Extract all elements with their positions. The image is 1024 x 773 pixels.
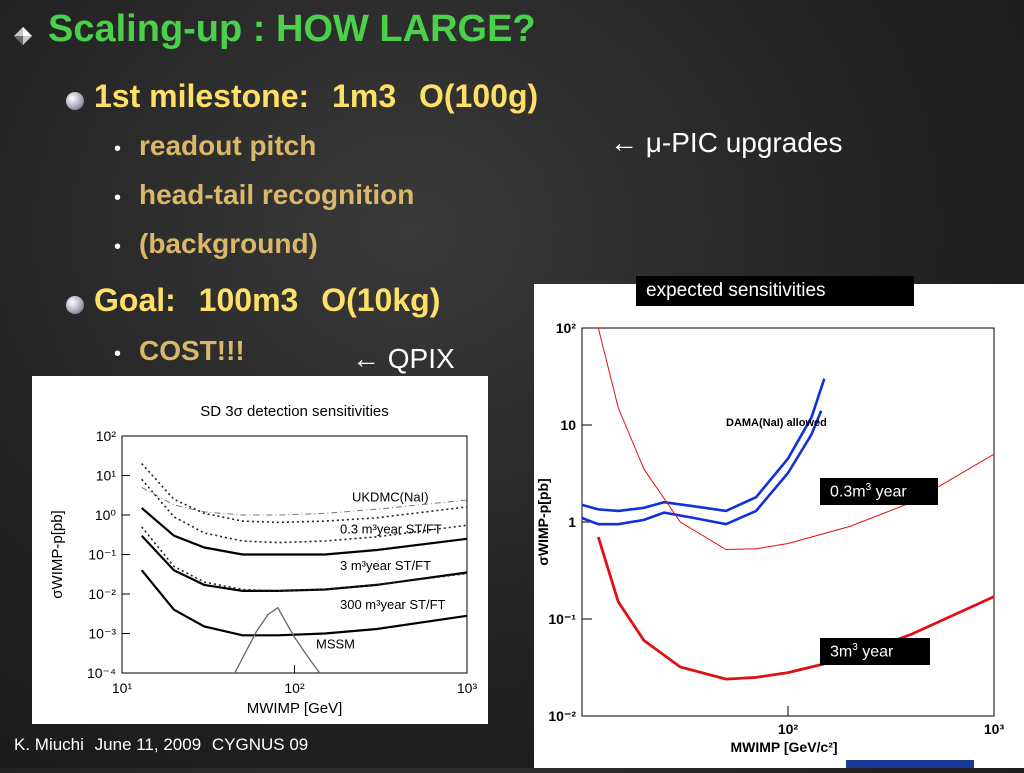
series-line — [581, 378, 826, 513]
x-axis-label: MWIMP [GeV/c²] — [730, 739, 837, 755]
y-tick-label: 10⁻² — [548, 708, 576, 724]
right-chart-panel: 10² 10 1 10⁻¹ 10⁻² 10² 10³ MWIMP [GeV/c²] σWIMP-… — [534, 284, 1024, 768]
x-axis-label: MWIMP [GeV] — [247, 700, 343, 717]
left-chart-panel: SD 3σ detection sensitivities 10² 10¹ 10⁰ 10… — [32, 376, 488, 724]
chart-annotation: MSSM — [316, 636, 355, 651]
chart-annotation: 0.3 m³year ST/FT — [340, 522, 442, 537]
ball-bullet-icon — [66, 296, 84, 314]
y-tick-label: 10² — [556, 320, 577, 336]
y-tick-label: 10² — [96, 428, 117, 444]
y-tick-label: 10⁻⁴ — [87, 665, 116, 681]
bullet-dot-icon: • — [114, 138, 122, 160]
bullet-dot-icon: • — [114, 343, 122, 365]
milestone-item-2: head-tail recognition — [139, 179, 415, 210]
y-tick-label: 10⁻³ — [88, 626, 116, 642]
bullet-dot-icon: • — [114, 187, 122, 209]
bullet-dot-icon: • — [114, 236, 122, 258]
x-tick-label: 10² — [284, 680, 305, 696]
label-03m3-year-text: year — [875, 483, 907, 501]
series-line — [140, 569, 468, 637]
x-tick-label: 10³ — [984, 721, 1005, 737]
chart-annotation: 300 m³year ST/FT — [340, 597, 446, 612]
ball-bullet-icon — [66, 92, 84, 110]
milestone-item-1: readout pitch — [139, 130, 317, 161]
x-tick-label: 10² — [778, 721, 799, 737]
x-tick-label: 10³ — [457, 680, 478, 696]
label-03m3-sup: 3 — [865, 482, 872, 493]
expected-sensitivities-label: expected sensitivities — [636, 276, 914, 306]
series-line — [140, 507, 468, 556]
series-line — [141, 463, 468, 524]
x-tick-label: 10¹ — [112, 680, 133, 696]
corner-decoration — [846, 760, 974, 768]
milestone-mass: O(100g) — [419, 78, 539, 114]
chart-annotation: UKDMC(NaI) — [352, 489, 429, 504]
goal-size: 100m3 — [198, 282, 299, 318]
goal-label: Goal: — [94, 282, 176, 318]
label-3m3-sup: 3 — [852, 642, 858, 653]
footer-date: June 11, 2009 — [94, 735, 202, 754]
y-tick-label: 10 — [560, 417, 576, 433]
series-line — [234, 606, 321, 674]
milestone-size: 1m3 — [332, 78, 397, 114]
milestone-label: 1st milestone: — [94, 78, 310, 114]
slide-title: Scaling-up : HOW LARGE? — [48, 8, 536, 50]
y-tick-label: 10¹ — [96, 468, 117, 484]
y-tick-label: 10⁻² — [88, 586, 116, 602]
label-03m3-year: 0.3m3 year — [820, 478, 938, 506]
y-axis-label: σWIMP-p[pb] — [535, 478, 551, 565]
qpix-note: ← QPIX — [352, 343, 455, 374]
footer-event: CYGNUS 09 — [211, 735, 309, 754]
y-tick-label: 1 — [568, 514, 576, 530]
dama-annotation: DAMA(NaI) allowed — [726, 417, 827, 429]
y-tick-label: 10⁻¹ — [548, 611, 576, 627]
right-sensitivity-chart: 10² 10 1 10⁻¹ 10⁻² 10² 10³ MWIMP [GeV/c²] σWIMP-… — [535, 320, 1005, 755]
left-sensitivity-chart: SD 3σ detection sensitivities 10² 10¹ 10⁰ 10… — [49, 403, 478, 717]
diamond-bullet-icon — [14, 27, 32, 45]
label-3m3-text: 3m — [830, 643, 853, 661]
milestone-line: 1st milestone: 1m3 O(100g) — [94, 78, 538, 115]
series-line — [141, 478, 468, 544]
milestone-item-3: (background) — [139, 228, 318, 259]
series-line — [581, 410, 823, 526]
y-tick-label: 10⁻¹ — [88, 547, 116, 563]
upic-note: ← μ-PIC upgrades — [610, 127, 843, 158]
series-line — [597, 327, 995, 551]
label-3m3-year-text: year — [862, 643, 894, 661]
goal-item-1: COST!!! — [139, 335, 245, 366]
y-axis-label: σWIMP-p[pb] — [49, 510, 66, 598]
series-line — [141, 486, 468, 516]
chart-annotation: 3 m³year ST/FT — [340, 558, 431, 573]
series-line — [596, 536, 995, 681]
series-line — [141, 526, 468, 592]
label-3m3-year: 3m3 year — [820, 638, 930, 666]
plot-frame — [581, 327, 995, 717]
goal-mass: O(10kg) — [321, 282, 441, 318]
footer: K. Miuchi June 11, 2009 CYGNUS 09 — [14, 735, 308, 755]
label-03m3-text: 0.3m — [830, 483, 866, 501]
y-tick-label: 10⁰ — [95, 507, 117, 523]
goal-line: Goal: 100m3 O(10kg) — [94, 282, 440, 319]
footer-author: K. Miuchi — [14, 735, 84, 754]
left-chart-title: SD 3σ detection sensitivities — [200, 403, 389, 420]
